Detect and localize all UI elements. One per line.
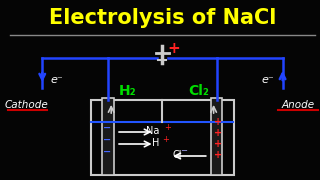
Text: +: + [162, 134, 169, 143]
Text: H: H [152, 138, 159, 148]
Text: Cl₂: Cl₂ [188, 84, 209, 98]
Text: +: + [213, 150, 222, 160]
Text: +: + [213, 128, 222, 138]
Text: +: + [168, 40, 180, 55]
Text: +: + [164, 123, 171, 132]
Text: Electrolysis of NaCl: Electrolysis of NaCl [49, 8, 276, 28]
Text: Cathode: Cathode [4, 100, 48, 110]
Text: e⁻: e⁻ [261, 75, 274, 85]
Text: Anode: Anode [282, 100, 315, 110]
Text: −: − [103, 147, 111, 157]
Text: −: − [103, 135, 111, 145]
Bar [102, 98, 114, 175]
Text: −: − [180, 147, 188, 156]
Text: H₂: H₂ [119, 84, 137, 98]
Text: +: + [213, 117, 222, 127]
Text: +: + [213, 139, 222, 149]
Text: Cl: Cl [172, 150, 182, 160]
Text: e⁻: e⁻ [51, 75, 63, 85]
Text: Na: Na [146, 126, 159, 136]
Text: −: − [103, 123, 111, 133]
Bar [211, 98, 222, 175]
Bar [91, 100, 234, 175]
